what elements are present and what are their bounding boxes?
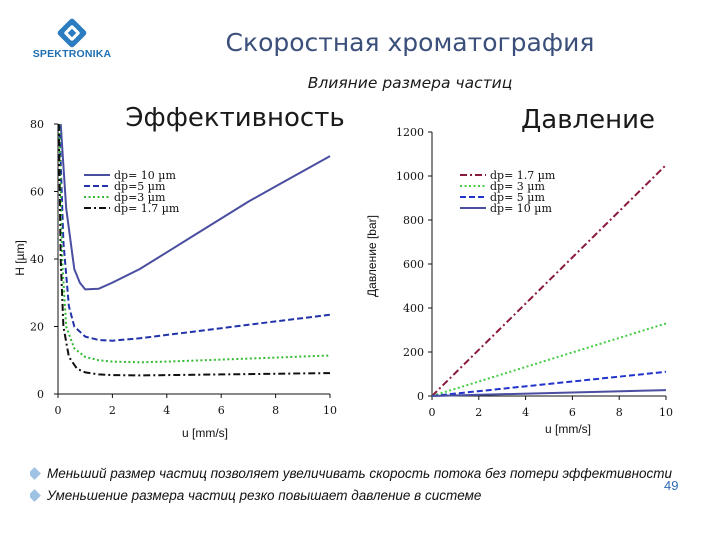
pressure-y-tick-label: 600 <box>403 258 424 271</box>
efficiency-x-tick-label: 4 <box>163 404 170 417</box>
logo: SPEKTRONIKA <box>22 16 122 78</box>
slide-title: Скоростная хроматография <box>225 28 595 57</box>
pressure-chart: Давление 0 200 400 600 800 1000 1200 0 2 4 6 8 10 Д… <box>365 105 673 436</box>
pressure-y-tick-label: 1200 <box>396 126 424 139</box>
efficiency-y-tick-label: 0 <box>37 388 44 401</box>
efficiency-y-tick-label: 60 <box>30 186 44 199</box>
efficiency-x-label: u [mm/s] <box>182 426 228 440</box>
bullet-text: Уменьшение размера частиц резко повышает… <box>47 488 482 503</box>
logo-text: SPEKTRONIKA <box>32 48 112 60</box>
logo-mark-icon <box>57 18 87 48</box>
pressure-legend-label: dp= 5 µm <box>490 191 545 204</box>
pressure-legend-label: dp= 3 µm <box>490 180 545 193</box>
pressure-x-tick-label: 2 <box>475 406 482 419</box>
pressure-legend-label: dp= 1.7 µm <box>490 169 556 182</box>
efficiency-legend-label: dp=3 µm <box>114 191 166 204</box>
pressure-y-tick-label: 800 <box>403 214 424 227</box>
bullet-list: Меньший размер частиц позволяет увеличив… <box>30 463 720 507</box>
pressure-y-tick-label: 1000 <box>396 170 424 183</box>
efficiency-x-tick-label: 0 <box>55 404 62 417</box>
pressure-x-tick-label: 10 <box>659 406 673 419</box>
efficiency-legend-label: dp= 1.7 µm <box>114 202 180 215</box>
efficiency-x-tick-label: 10 <box>323 404 337 417</box>
page-number: 49 <box>664 478 679 493</box>
pressure-series-line <box>431 322 667 397</box>
pressure-chart-title: Давление <box>521 105 655 135</box>
pressure-x-label: u [mm/s] <box>545 422 591 436</box>
bullet-text: Меньший размер частиц позволяет увеличив… <box>47 466 673 481</box>
efficiency-series-line <box>58 123 331 364</box>
efficiency-y-tick-label: 40 <box>30 253 44 266</box>
bullet-item: Меньший размер частиц позволяет увеличив… <box>30 463 720 485</box>
pressure-legend-label: dp= 10 µm <box>490 202 552 215</box>
pressure-y-tick-label: 400 <box>403 302 424 315</box>
efficiency-series-line <box>57 123 331 377</box>
bullet-item: Уменьшение размера частиц резко повышает… <box>30 485 720 507</box>
pressure-x-tick-label: 8 <box>616 406 623 419</box>
efficiency-legend-label: dp=5 µm <box>114 180 166 193</box>
efficiency-y-tick-label: 20 <box>30 321 44 334</box>
efficiency-y-tick-label: 80 <box>30 118 44 131</box>
efficiency-y-label: H [µm] <box>13 240 27 276</box>
efficiency-x-tick-label: 8 <box>272 404 279 417</box>
efficiency-chart-title: Эффективность <box>125 103 344 133</box>
pressure-y-label: Давление [bar] <box>365 215 379 297</box>
pressure-series-line <box>431 389 667 397</box>
pressure-y-tick-label: 200 <box>403 346 424 359</box>
pressure-x-tick-label: 0 <box>429 406 436 419</box>
efficiency-series-line <box>59 123 331 291</box>
efficiency-legend-label: dp= 10 µm <box>114 169 176 182</box>
efficiency-x-tick-label: 6 <box>218 404 225 417</box>
pressure-x-tick-label: 4 <box>522 406 529 419</box>
diamond-bullet-icon <box>30 489 41 502</box>
pressure-series-line <box>431 370 667 397</box>
efficiency-x-tick-label: 2 <box>109 404 116 417</box>
pressure-y-tick-label: 0 <box>417 390 424 403</box>
efficiency-chart: Эффективность 0 20 40 60 80 0 2 4 6 8 10 H [µm] u… <box>13 103 345 440</box>
pressure-x-tick-label: 6 <box>569 406 576 419</box>
efficiency-series-line <box>58 123 331 342</box>
pressure-series-line <box>431 164 667 397</box>
slide-subtitle: Влияние размера частиц <box>307 74 513 92</box>
diamond-bullet-icon <box>30 467 41 480</box>
